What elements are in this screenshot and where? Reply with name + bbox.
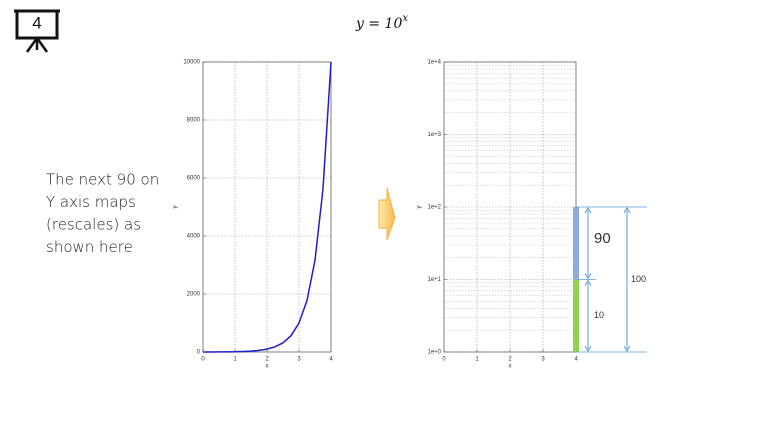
x-tick-label: 2 — [265, 357, 269, 363]
bracket-head — [584, 279, 592, 352]
x-tick-label: 3 — [297, 357, 301, 363]
segment-label: 90 — [594, 230, 611, 247]
y-tick-label: 1e+3 — [427, 132, 441, 138]
x-tick-label: 3 — [541, 357, 545, 363]
y-axis-label: y — [173, 206, 179, 209]
y-tick-label: 1e+2 — [427, 205, 441, 211]
y-tick-label: 8000 — [187, 118, 201, 124]
note-line: (rescales) as — [46, 216, 141, 234]
y-tick-label: 10000 — [183, 60, 200, 66]
y-tick-label: 2000 — [187, 292, 201, 298]
y-tick-label: 1e+0 — [427, 350, 441, 356]
x-tick-label: 4 — [329, 357, 333, 363]
arrow — [378, 187, 396, 241]
y-tick-label: 6000 — [187, 176, 201, 182]
total-label: 100 — [631, 274, 646, 284]
bracket-head — [584, 207, 592, 280]
y-tick-label: 0 — [197, 350, 201, 356]
x-tick-label: 0 — [442, 357, 446, 363]
x-tick-label: 1 — [233, 357, 237, 363]
bar-segment — [573, 279, 579, 352]
x-tick-label: 2 — [508, 357, 512, 363]
title-exponent: x — [402, 13, 408, 24]
x-tick-label: 4 — [574, 357, 578, 363]
bar-segment — [573, 207, 579, 280]
y-axis-label: y — [417, 206, 423, 209]
note-line: The next 90 on — [46, 171, 159, 189]
note-line: Y axis maps — [46, 193, 136, 211]
title-base: y = 10 — [355, 16, 402, 32]
note: The next 90 on Y axis maps (rescales) as sh… — [46, 171, 159, 257]
slide-number: 4 — [32, 13, 41, 32]
x-axis-label: x — [266, 364, 269, 370]
y-tick-label: 1e+1 — [427, 277, 441, 283]
line — [202, 61, 332, 353]
slide-title: y = 10x — [355, 13, 408, 33]
slide-number-icon — [14, 9, 60, 53]
x-axis-label: x — [509, 364, 512, 370]
total-bracket-head — [623, 207, 631, 352]
segment-label: 10 — [594, 310, 604, 320]
y-tick-label: 1e+4 — [427, 60, 441, 66]
note-line: shown here — [46, 238, 133, 256]
x-tick-label: 1 — [475, 357, 479, 363]
plot-frame — [202, 61, 332, 353]
x-tick-label: 0 — [201, 357, 205, 363]
y-tick-label: 4000 — [187, 234, 201, 240]
